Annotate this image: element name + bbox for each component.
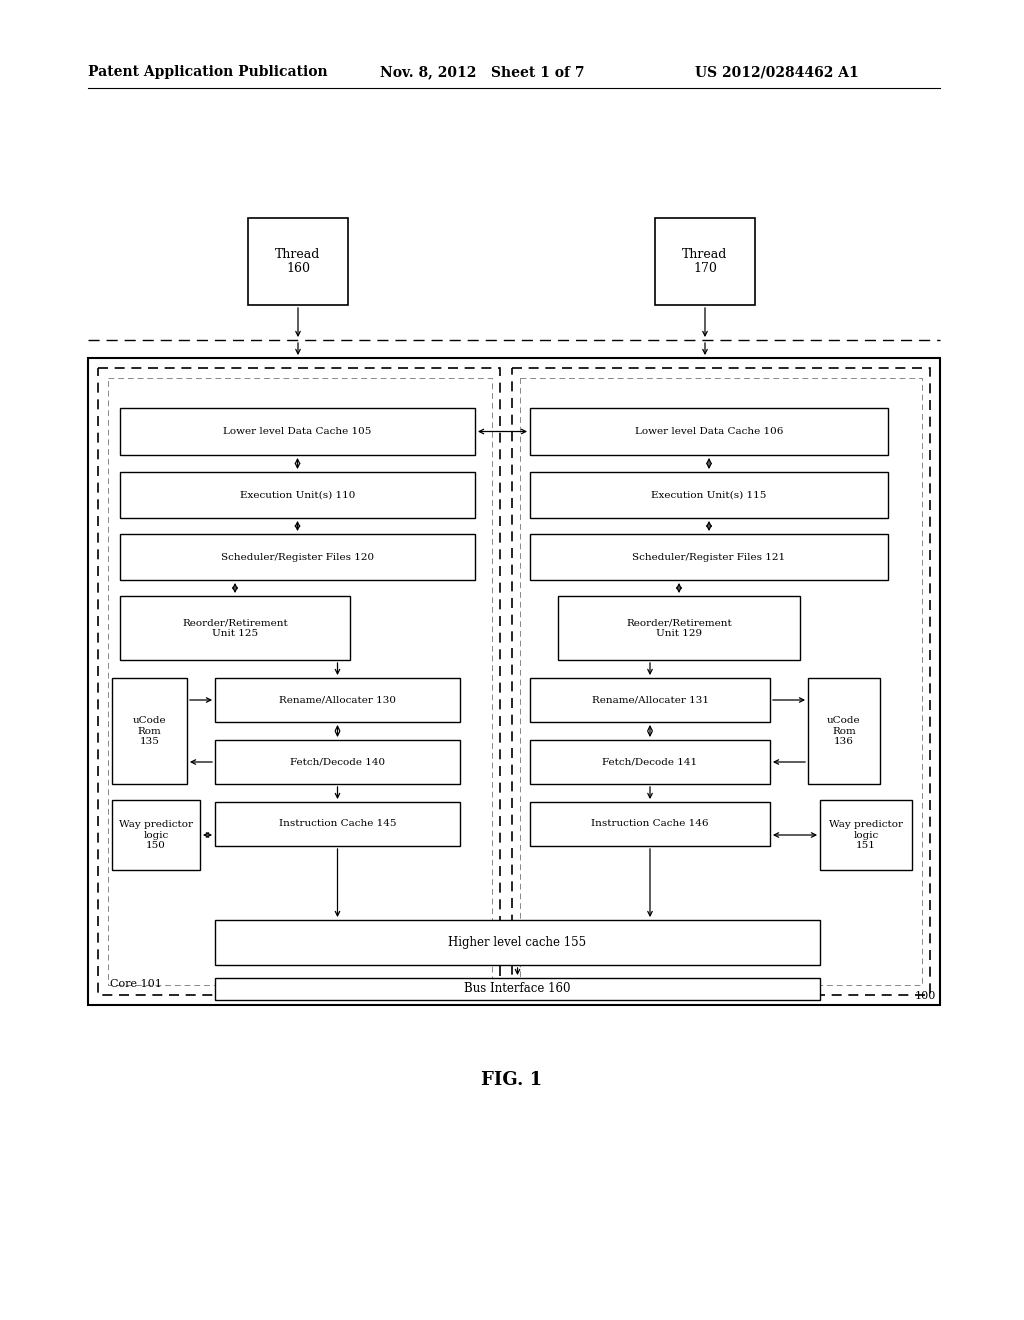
Text: Thread
170: Thread 170 xyxy=(682,248,728,276)
Text: Fetch/Decode 140: Fetch/Decode 140 xyxy=(290,758,385,767)
Bar xyxy=(112,800,200,870)
Text: Core 101: Core 101 xyxy=(110,979,162,989)
Bar xyxy=(655,218,755,305)
Text: Execution Unit(s) 110: Execution Unit(s) 110 xyxy=(240,491,355,499)
Bar xyxy=(88,358,940,1005)
Bar xyxy=(120,408,475,455)
Text: Reorder/Retirement
Unit 125: Reorder/Retirement Unit 125 xyxy=(182,618,288,638)
Text: Way predictor
logic
151: Way predictor logic 151 xyxy=(829,820,903,850)
Text: Scheduler/Register Files 120: Scheduler/Register Files 120 xyxy=(221,553,374,561)
Text: Scheduler/Register Files 121: Scheduler/Register Files 121 xyxy=(633,553,785,561)
Bar xyxy=(520,378,922,985)
Text: Instruction Cache 145: Instruction Cache 145 xyxy=(279,820,396,829)
Bar xyxy=(98,368,500,995)
Text: Execution Unit(s) 115: Execution Unit(s) 115 xyxy=(651,491,767,499)
Bar xyxy=(215,978,820,1001)
Bar xyxy=(120,535,475,579)
Bar xyxy=(530,408,888,455)
Text: Rename/Allocater 130: Rename/Allocater 130 xyxy=(279,696,396,705)
Text: Rename/Allocater 131: Rename/Allocater 131 xyxy=(592,696,709,705)
Text: 100: 100 xyxy=(914,991,936,1001)
Text: Bus Interface 160: Bus Interface 160 xyxy=(464,982,570,995)
Text: Lower level Data Cache 105: Lower level Data Cache 105 xyxy=(223,426,372,436)
Text: Nov. 8, 2012   Sheet 1 of 7: Nov. 8, 2012 Sheet 1 of 7 xyxy=(380,65,585,79)
Text: uCode
Rom
136: uCode Rom 136 xyxy=(827,715,861,746)
Text: Thread
160: Thread 160 xyxy=(275,248,321,276)
Bar xyxy=(820,800,912,870)
Bar xyxy=(215,803,460,846)
Text: Instruction Cache 146: Instruction Cache 146 xyxy=(591,820,709,829)
Text: Way predictor
logic
150: Way predictor logic 150 xyxy=(119,820,193,850)
Text: Higher level cache 155: Higher level cache 155 xyxy=(449,936,587,949)
Bar xyxy=(530,803,770,846)
Bar xyxy=(112,678,187,784)
Text: US 2012/0284462 A1: US 2012/0284462 A1 xyxy=(695,65,859,79)
Text: Core 102: Core 102 xyxy=(524,979,575,989)
Text: Patent Application Publication: Patent Application Publication xyxy=(88,65,328,79)
Bar xyxy=(215,920,820,965)
Bar xyxy=(108,378,492,985)
Bar xyxy=(120,473,475,517)
Bar xyxy=(530,678,770,722)
Bar xyxy=(215,741,460,784)
Text: Fetch/Decode 141: Fetch/Decode 141 xyxy=(602,758,697,767)
Bar xyxy=(808,678,880,784)
Bar xyxy=(530,535,888,579)
Text: Lower level Data Cache 106: Lower level Data Cache 106 xyxy=(635,426,783,436)
Text: FIG. 1: FIG. 1 xyxy=(481,1071,543,1089)
Text: Reorder/Retirement
Unit 129: Reorder/Retirement Unit 129 xyxy=(626,618,732,638)
Text: uCode
Rom
135: uCode Rom 135 xyxy=(133,715,166,746)
Bar xyxy=(248,218,348,305)
Bar xyxy=(530,473,888,517)
Bar xyxy=(558,597,800,660)
Bar xyxy=(215,678,460,722)
Bar xyxy=(530,741,770,784)
Bar xyxy=(120,597,350,660)
Bar xyxy=(512,368,930,995)
